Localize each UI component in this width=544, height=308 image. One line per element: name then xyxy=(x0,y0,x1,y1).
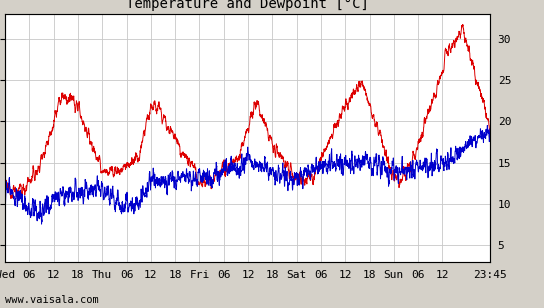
Text: Temperature and Dewpoint [°C]: Temperature and Dewpoint [°C] xyxy=(126,0,369,11)
Text: www.vaisala.com: www.vaisala.com xyxy=(5,295,99,305)
